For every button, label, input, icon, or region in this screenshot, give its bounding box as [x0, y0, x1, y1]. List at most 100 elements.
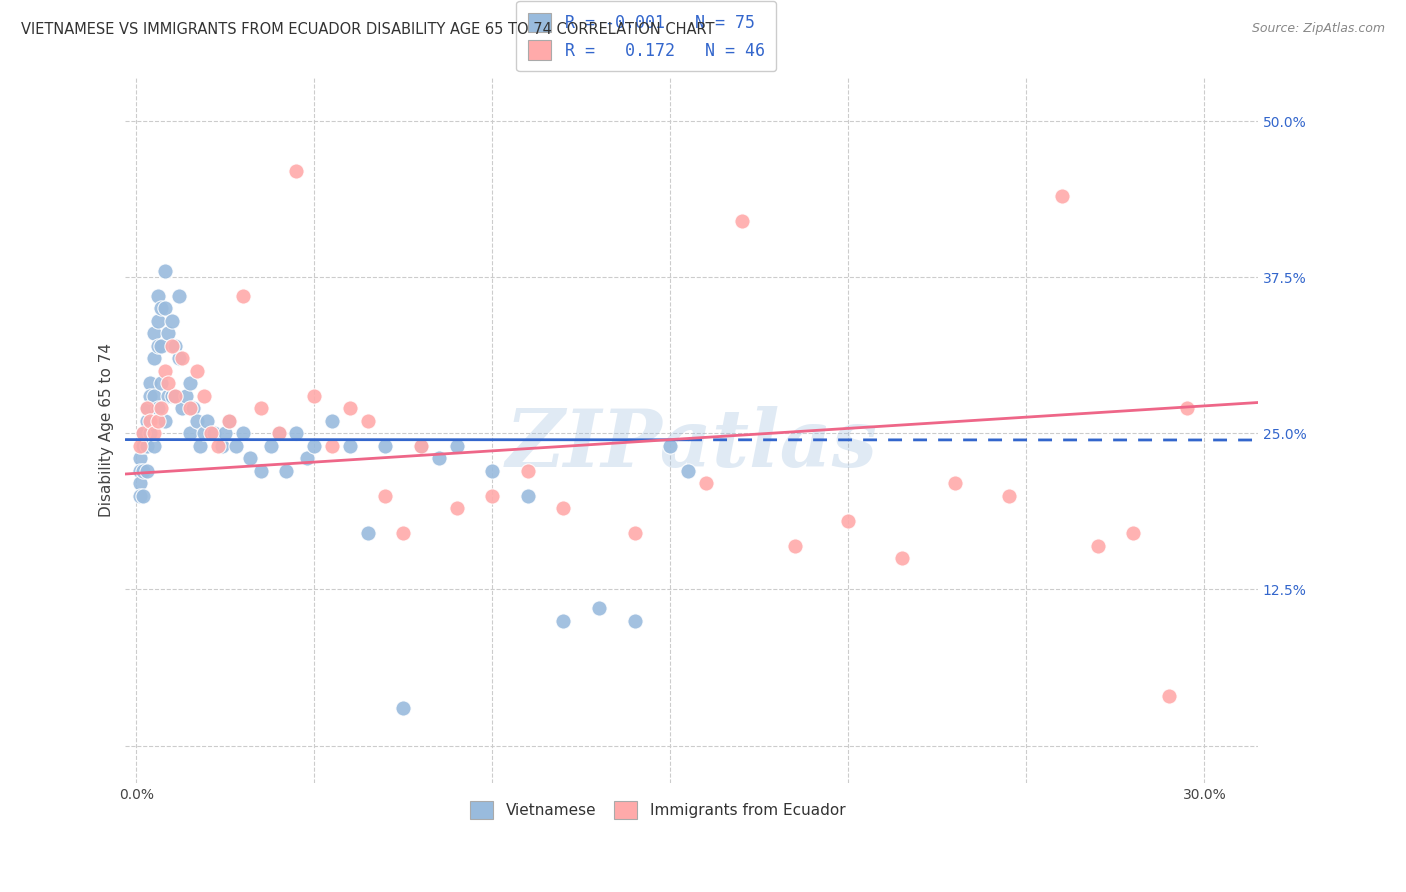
- Point: [139, 414, 162, 428]
- Point: [285, 164, 308, 178]
- Point: [128, 464, 150, 478]
- Point: [132, 439, 155, 453]
- Point: [200, 426, 222, 441]
- Point: [588, 601, 610, 615]
- Point: [943, 476, 966, 491]
- Text: Source: ZipAtlas.com: Source: ZipAtlas.com: [1251, 22, 1385, 36]
- Point: [139, 389, 162, 403]
- Point: [186, 414, 208, 428]
- Point: [132, 426, 155, 441]
- Point: [339, 439, 361, 453]
- Point: [374, 489, 396, 503]
- Point: [1122, 526, 1144, 541]
- Point: [302, 439, 325, 453]
- Point: [285, 426, 308, 441]
- Point: [128, 451, 150, 466]
- Point: [153, 301, 176, 316]
- Point: [481, 489, 503, 503]
- Point: [481, 464, 503, 478]
- Point: [730, 214, 752, 228]
- Point: [516, 489, 538, 503]
- Point: [167, 289, 190, 303]
- Point: [623, 614, 645, 628]
- Point: [146, 414, 169, 428]
- Point: [446, 501, 468, 516]
- Point: [1050, 189, 1073, 203]
- Point: [409, 439, 432, 453]
- Point: [193, 426, 215, 441]
- Point: [128, 489, 150, 503]
- Point: [172, 401, 194, 416]
- Point: [321, 439, 343, 453]
- Point: [193, 389, 215, 403]
- Point: [132, 464, 155, 478]
- Point: [128, 439, 150, 453]
- Point: [135, 464, 157, 478]
- Point: [339, 401, 361, 416]
- Point: [267, 426, 290, 441]
- Point: [837, 514, 859, 528]
- Point: [623, 526, 645, 541]
- Point: [218, 414, 240, 428]
- Legend: Vietnamese, Immigrants from Ecuador: Vietnamese, Immigrants from Ecuador: [464, 795, 851, 825]
- Point: [295, 451, 318, 466]
- Point: [167, 351, 190, 366]
- Point: [157, 389, 180, 403]
- Point: [181, 401, 204, 416]
- Point: [143, 351, 166, 366]
- Point: [188, 439, 211, 453]
- Point: [143, 426, 166, 441]
- Point: [274, 464, 297, 478]
- Point: [160, 389, 183, 403]
- Point: [135, 439, 157, 453]
- Point: [150, 401, 173, 416]
- Point: [695, 476, 717, 491]
- Point: [172, 351, 194, 366]
- Point: [516, 464, 538, 478]
- Point: [165, 389, 187, 403]
- Point: [392, 701, 415, 715]
- Point: [186, 364, 208, 378]
- Point: [211, 439, 233, 453]
- Point: [207, 439, 229, 453]
- Point: [239, 451, 262, 466]
- Point: [160, 339, 183, 353]
- Point: [132, 489, 155, 503]
- Point: [146, 289, 169, 303]
- Point: [153, 364, 176, 378]
- Point: [146, 401, 169, 416]
- Point: [553, 614, 575, 628]
- Point: [783, 539, 806, 553]
- Point: [128, 476, 150, 491]
- Point: [139, 376, 162, 391]
- Point: [146, 314, 169, 328]
- Point: [232, 426, 254, 441]
- Point: [659, 439, 682, 453]
- Point: [132, 426, 155, 441]
- Point: [139, 426, 162, 441]
- Point: [146, 339, 169, 353]
- Point: [165, 339, 187, 353]
- Point: [890, 551, 912, 566]
- Point: [150, 301, 173, 316]
- Point: [356, 414, 378, 428]
- Point: [157, 326, 180, 341]
- Point: [1175, 401, 1198, 416]
- Point: [204, 426, 226, 441]
- Point: [179, 376, 201, 391]
- Point: [165, 389, 187, 403]
- Point: [218, 414, 240, 428]
- Point: [160, 314, 183, 328]
- Point: [392, 526, 415, 541]
- Point: [267, 426, 290, 441]
- Point: [409, 439, 432, 453]
- Point: [374, 439, 396, 453]
- Point: [135, 414, 157, 428]
- Point: [321, 414, 343, 428]
- Point: [179, 401, 201, 416]
- Point: [302, 389, 325, 403]
- Y-axis label: Disability Age 65 to 74: Disability Age 65 to 74: [100, 343, 114, 517]
- Point: [1087, 539, 1109, 553]
- Point: [676, 464, 699, 478]
- Point: [150, 339, 173, 353]
